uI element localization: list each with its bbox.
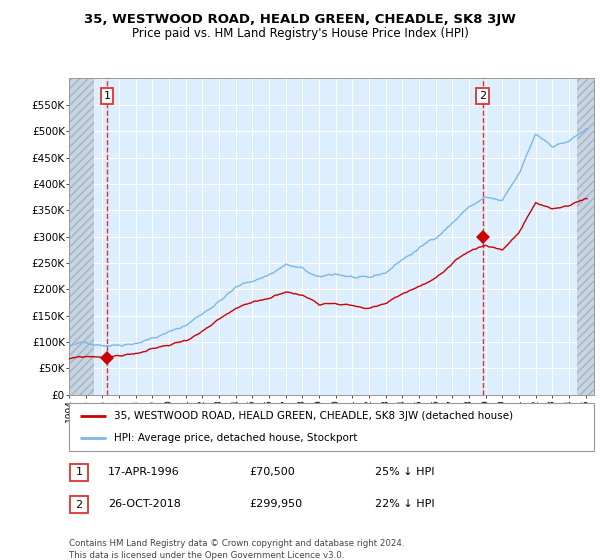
Text: £299,950: £299,950 bbox=[249, 499, 302, 509]
Text: HPI: Average price, detached house, Stockport: HPI: Average price, detached house, Stoc… bbox=[113, 433, 357, 443]
Text: 1: 1 bbox=[104, 91, 110, 101]
FancyBboxPatch shape bbox=[70, 464, 88, 480]
Bar bbox=[69, 78, 94, 395]
Text: 22% ↓ HPI: 22% ↓ HPI bbox=[375, 499, 434, 509]
Bar bbox=[577, 78, 594, 395]
FancyBboxPatch shape bbox=[69, 403, 594, 451]
Text: 35, WESTWOOD ROAD, HEALD GREEN, CHEADLE, SK8 3JW (detached house): 35, WESTWOOD ROAD, HEALD GREEN, CHEADLE,… bbox=[113, 411, 513, 421]
Text: 2: 2 bbox=[479, 91, 486, 101]
Text: Contains HM Land Registry data © Crown copyright and database right 2024.
This d: Contains HM Land Registry data © Crown c… bbox=[69, 539, 404, 560]
Text: Price paid vs. HM Land Registry's House Price Index (HPI): Price paid vs. HM Land Registry's House … bbox=[131, 27, 469, 40]
Text: 26-OCT-2018: 26-OCT-2018 bbox=[108, 499, 181, 509]
Text: 1: 1 bbox=[76, 467, 82, 477]
Text: 2: 2 bbox=[76, 500, 82, 510]
FancyBboxPatch shape bbox=[70, 496, 88, 513]
Text: 35, WESTWOOD ROAD, HEALD GREEN, CHEADLE, SK8 3JW: 35, WESTWOOD ROAD, HEALD GREEN, CHEADLE,… bbox=[84, 13, 516, 26]
Text: 17-APR-1996: 17-APR-1996 bbox=[108, 466, 180, 477]
Text: 25% ↓ HPI: 25% ↓ HPI bbox=[375, 466, 434, 477]
Text: £70,500: £70,500 bbox=[249, 466, 295, 477]
